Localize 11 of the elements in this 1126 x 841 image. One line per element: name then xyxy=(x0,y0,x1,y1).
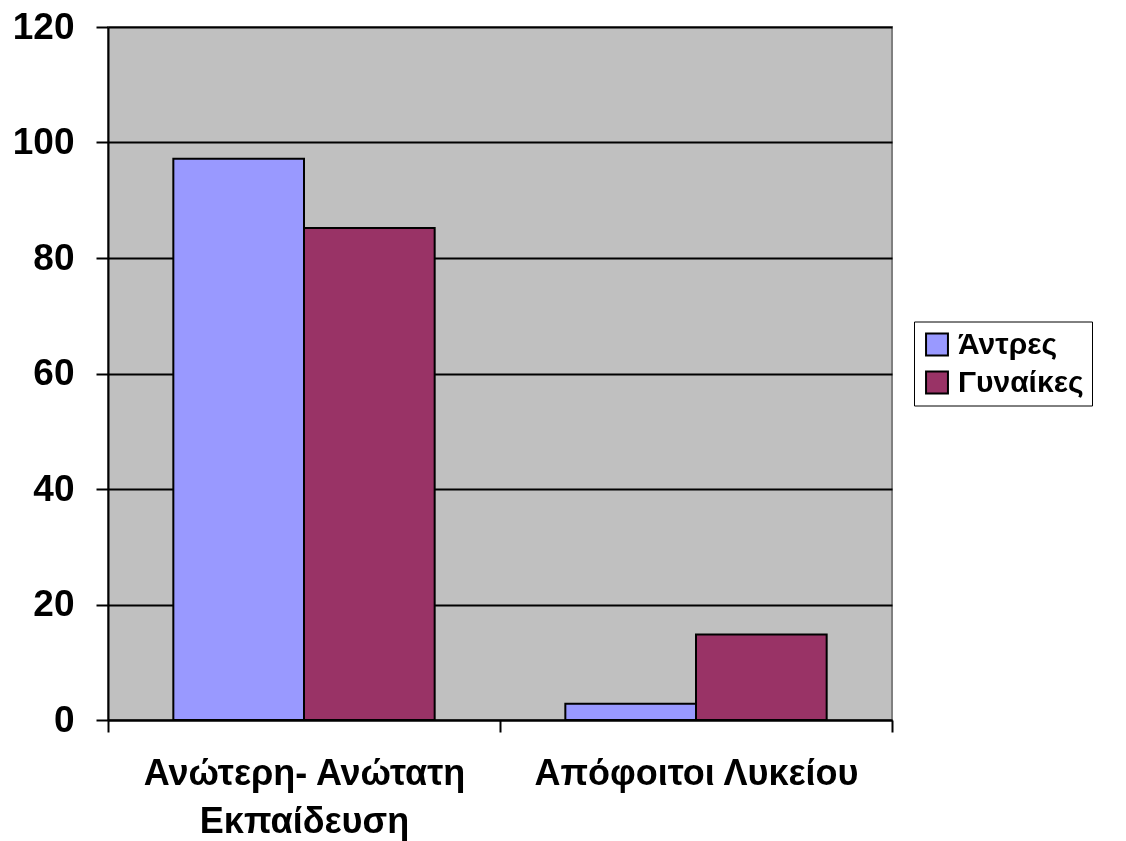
y-tick-label: 120 xyxy=(12,5,75,47)
legend-label: Γυναίκες xyxy=(958,364,1084,398)
y-tick-label: 0 xyxy=(53,698,75,740)
y-tick-label: 20 xyxy=(33,583,75,624)
y-tick-label: 100 xyxy=(12,121,75,162)
y-tick-label: 60 xyxy=(33,352,75,393)
x-tick-label: Απόφοιτοι Λυκείου xyxy=(534,751,859,793)
x-tick-label: Ανώτερη- Ανώτατη Εκπαίδευση xyxy=(143,751,466,841)
legend-label: Άντρες xyxy=(958,326,1058,360)
y-tick-label: 40 xyxy=(33,467,75,509)
y-tick-label: 80 xyxy=(33,236,75,278)
